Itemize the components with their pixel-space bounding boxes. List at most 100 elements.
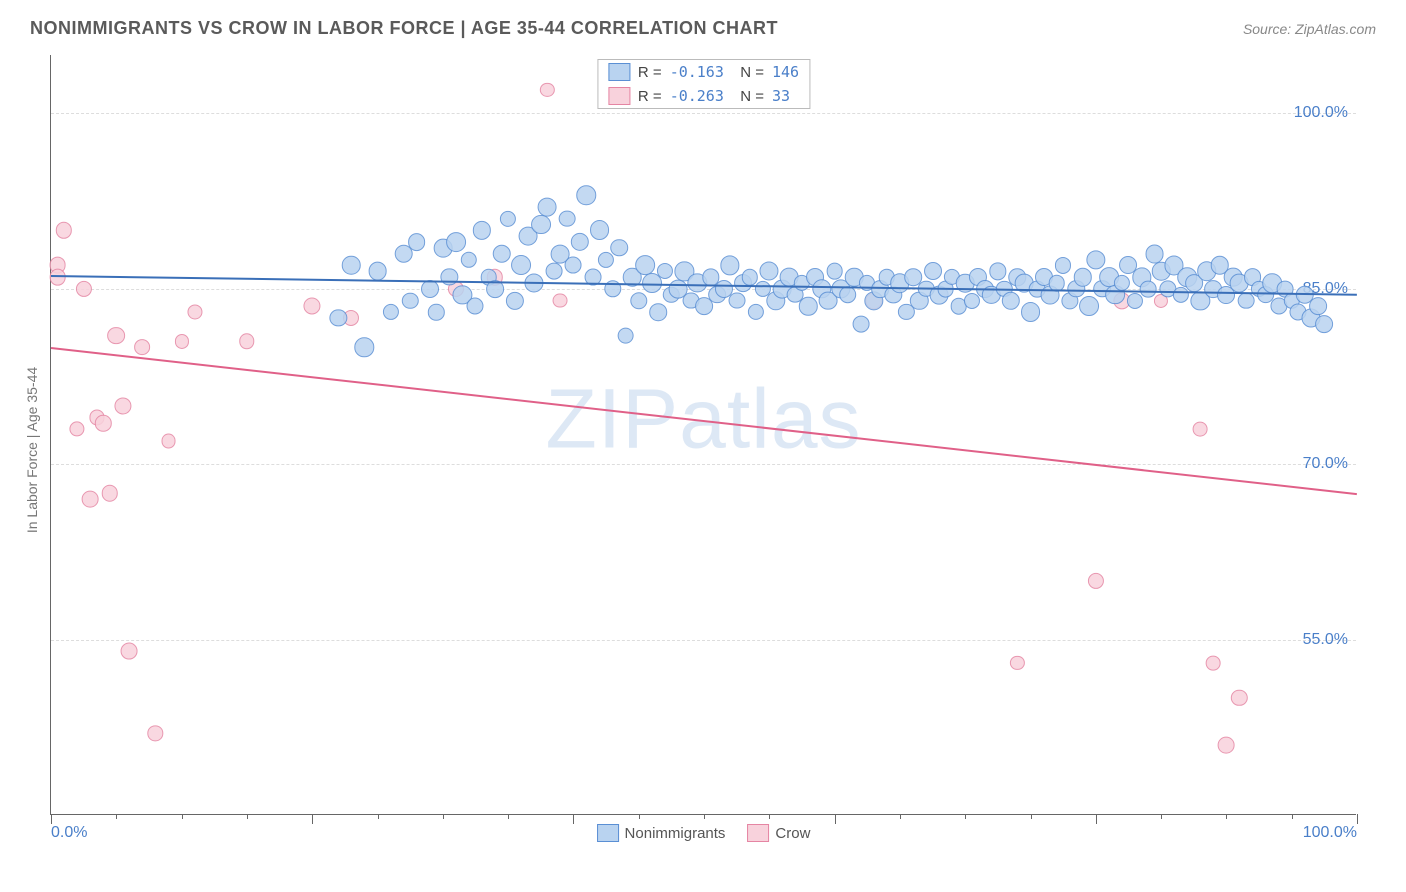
data-point: [531, 215, 551, 235]
x-tick: [1292, 814, 1293, 819]
data-point: [1145, 244, 1164, 263]
legend-swatch: [747, 824, 769, 842]
data-point: [553, 293, 568, 308]
data-point: [239, 334, 254, 349]
data-point: [368, 262, 387, 281]
data-point: [1309, 297, 1327, 315]
data-point: [571, 233, 589, 251]
data-point: [1231, 690, 1247, 706]
data-point: [1315, 315, 1333, 333]
data-point: [577, 186, 596, 205]
data-point: [1218, 736, 1235, 753]
x-tick: [704, 814, 705, 819]
data-point: [826, 263, 843, 280]
data-point: [402, 292, 418, 308]
data-point: [161, 433, 176, 448]
data-point: [1193, 422, 1208, 437]
y-axis-label: In Labor Force | Age 35-44: [24, 367, 40, 533]
data-point: [175, 334, 189, 348]
data-point: [650, 303, 668, 321]
data-point: [1002, 291, 1020, 309]
x-tick: [1161, 814, 1162, 819]
data-point: [839, 286, 857, 304]
data-point: [760, 262, 779, 281]
chart-container: In Labor Force | Age 35-44 ZIPatlas R = …: [50, 55, 1370, 845]
r-value: -0.263: [670, 87, 724, 105]
data-point: [545, 263, 562, 280]
data-point: [799, 297, 817, 315]
data-point: [989, 263, 1006, 280]
data-point: [511, 256, 531, 276]
data-point: [446, 232, 466, 252]
x-tick: [639, 814, 640, 819]
legend-row: R = -0.163 N = 146: [598, 60, 809, 84]
data-point: [610, 239, 628, 257]
data-point: [148, 725, 163, 740]
data-point: [1086, 250, 1105, 269]
data-point: [1088, 573, 1104, 589]
x-tick: [312, 814, 313, 824]
data-point: [1140, 280, 1157, 297]
y-tick-label: 70.0%: [1303, 455, 1348, 473]
data-point: [95, 415, 111, 431]
data-point: [630, 292, 647, 309]
x-tick: [1357, 814, 1358, 824]
x-tick: [769, 814, 770, 819]
data-point: [852, 316, 869, 333]
r-value: -0.163: [670, 63, 724, 81]
plot-area: ZIPatlas R = -0.163 N = 146R = -0.263 N …: [50, 55, 1356, 815]
x-tick: [900, 814, 901, 819]
data-point: [1055, 257, 1071, 273]
data-point: [408, 233, 426, 251]
data-point: [428, 304, 444, 320]
data-point: [187, 305, 202, 320]
data-point: [461, 251, 477, 267]
n-label: N =: [732, 64, 764, 81]
n-value: 33: [772, 87, 790, 105]
data-point: [657, 263, 673, 279]
data-point: [76, 281, 92, 297]
n-label: N =: [732, 88, 764, 105]
source-attribution: Source: ZipAtlas.com: [1243, 21, 1376, 37]
legend-swatch: [608, 87, 630, 105]
r-label: R =: [638, 64, 662, 81]
x-tick: [965, 814, 966, 819]
x-tick: [378, 814, 379, 819]
x-tick: [835, 814, 836, 824]
data-point: [559, 210, 576, 227]
data-point: [467, 298, 484, 315]
data-point: [590, 220, 610, 240]
data-point: [107, 327, 125, 345]
data-point: [114, 397, 131, 414]
chart-title: NONIMMIGRANTS VS CROW IN LABOR FORCE | A…: [30, 18, 778, 39]
legend-item: Crow: [747, 824, 810, 842]
data-point: [382, 304, 398, 320]
data-point: [492, 245, 511, 264]
x-tick: [573, 814, 574, 824]
data-point: [1010, 656, 1024, 670]
legend-row: R = -0.263 N = 33: [598, 84, 809, 108]
chart-header: NONIMMIGRANTS VS CROW IN LABOR FORCE | A…: [0, 0, 1406, 47]
data-point: [56, 222, 72, 238]
y-tick-label: 100.0%: [1294, 104, 1348, 122]
y-tick-label: 55.0%: [1303, 631, 1348, 649]
legend-swatch: [597, 824, 619, 842]
x-tick: [247, 814, 248, 819]
correlation-legend: R = -0.163 N = 146R = -0.263 N = 33: [597, 59, 810, 109]
data-point: [1127, 292, 1143, 308]
n-value: 146: [772, 63, 799, 81]
data-point: [748, 304, 764, 320]
data-point: [506, 291, 524, 309]
legend-swatch: [608, 63, 630, 81]
gridline: [51, 113, 1356, 114]
x-tick: [508, 814, 509, 819]
x-tick: [182, 814, 183, 819]
x-tick-label: 0.0%: [51, 824, 87, 842]
data-point: [421, 280, 439, 298]
x-tick: [1096, 814, 1097, 824]
data-point: [1079, 296, 1099, 316]
data-point: [720, 256, 739, 275]
data-point: [924, 262, 942, 280]
data-point: [540, 83, 554, 97]
data-point: [102, 485, 119, 502]
